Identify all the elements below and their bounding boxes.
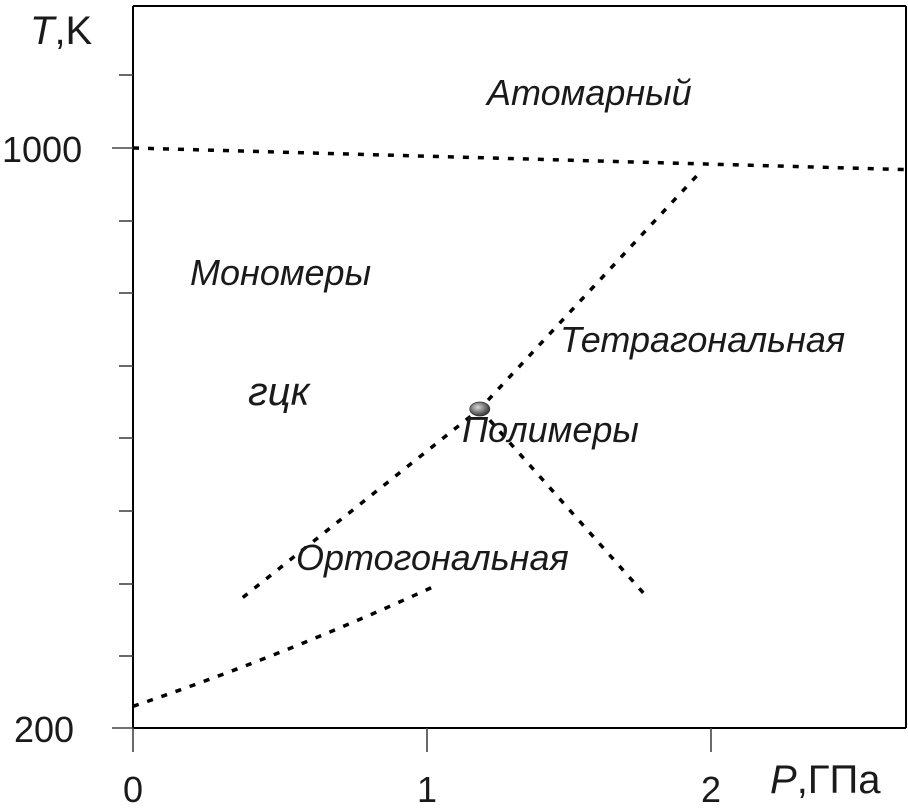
atomic-boundary <box>132 146 908 172</box>
triple-point-marker <box>469 401 491 417</box>
region-label-atomic: Атомарный <box>485 72 692 113</box>
region-label-orthogonal: Ортогональная <box>296 537 569 578</box>
y-axis-title: T,K <box>30 9 93 53</box>
y-tick-label-1000: 1000 <box>2 129 82 170</box>
x-tick-label-0: 0 <box>123 769 143 808</box>
region-label-tetragonal: Тетрагональная <box>560 319 845 360</box>
y-axis-symbol: T <box>30 9 57 53</box>
plot-frame <box>132 5 907 729</box>
x-tick-label-1: 1 <box>417 769 437 808</box>
x-ticks <box>132 728 712 752</box>
tetragonal-orthogonal-boundary <box>478 407 649 599</box>
x-axis-unit: ,ГПа <box>797 758 882 802</box>
region-label-polymers: Полимеры <box>462 409 639 450</box>
region-label-monomers: Мономеры <box>190 252 371 293</box>
fcc-orthogonal-boundary <box>132 585 435 708</box>
x-axis-title: P,ГПа <box>770 758 881 802</box>
y-axis-unit: ,K <box>54 9 92 53</box>
y-ticks <box>112 74 133 729</box>
region-label-fcc: гцк <box>248 370 312 414</box>
x-axis-symbol: P <box>770 758 797 802</box>
y-tick-label-200: 200 <box>14 709 74 750</box>
x-tick-label-2: 2 <box>701 769 721 808</box>
fcc-tetragonal-boundary <box>241 168 704 599</box>
